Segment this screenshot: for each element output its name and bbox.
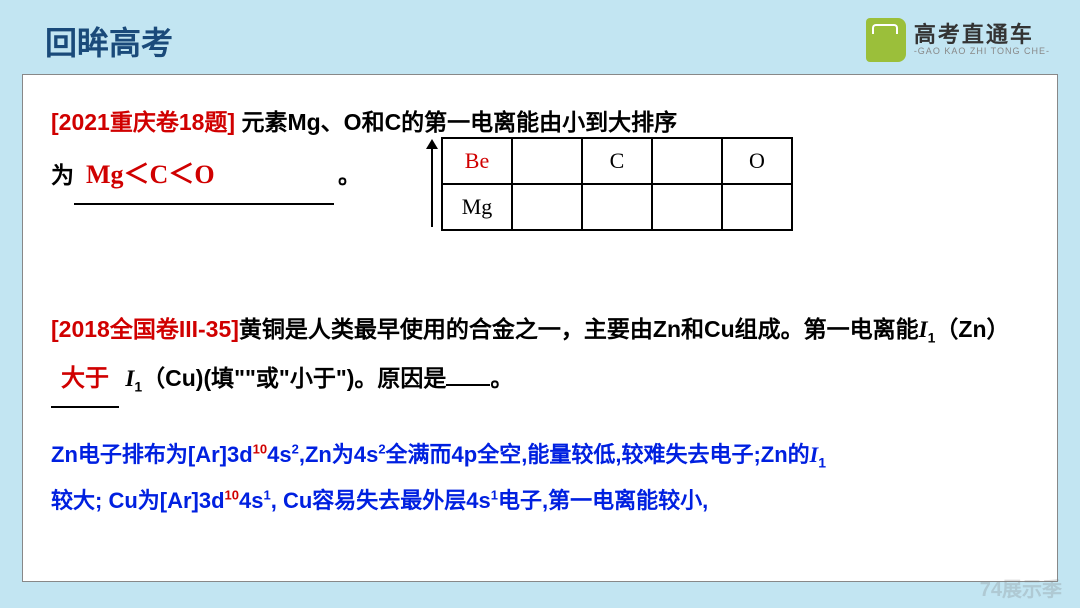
logo-en-text: -GAO KAO ZHI TONG CHE- <box>914 47 1050 57</box>
q2-answer-blank: 大于 <box>51 354 119 407</box>
logo-cn-text: 高考直通车 <box>914 23 1050 47</box>
q1-suffix: 。 <box>338 152 361 198</box>
t: 较大; Cu为[Ar]3d <box>51 488 225 513</box>
book-icon <box>866 18 906 62</box>
cell-c: C <box>582 138 652 184</box>
q2-cu: （Cu)(填""或"小于")。原因是 <box>142 365 446 391</box>
q2-zn: （Zn） <box>935 316 1009 342</box>
table-row: Mg <box>442 184 792 230</box>
t: 1 <box>264 488 271 503</box>
q2-tag: [2018全国卷III-35] <box>51 316 239 342</box>
t: 2 <box>292 441 299 456</box>
q1-text: 元素Mg、O和C的第一电离能由小到大排序 <box>235 109 677 135</box>
cell <box>582 184 652 230</box>
t: I <box>810 442 819 467</box>
q2-tail: 。 <box>490 365 513 391</box>
cell <box>722 184 792 230</box>
cell <box>512 184 582 230</box>
q2-reason-blank <box>446 384 490 386</box>
t: 1 <box>491 488 498 503</box>
answer-line2: 较大; Cu为[Ar]3d104s1, Cu容易失去最外层4s1电子,第一电离能… <box>51 478 1029 524</box>
watermark: 74展示季 <box>980 573 1062 602</box>
q2-block: [2018全国卷III-35]黄铜是人类最早使用的合金之一，主要由Zn和Cu组成… <box>51 305 1029 408</box>
t: 4s <box>239 488 263 513</box>
t: 电子,第一电离能较小, <box>498 488 708 513</box>
content-panel: [2021重庆卷18题] 元素Mg、O和C的第一电离能由小到大排序 为 Mg＜C… <box>22 74 1058 582</box>
t: Zn电子排布为[Ar]3d <box>51 442 253 467</box>
cell <box>652 184 722 230</box>
cell-mg: Mg <box>442 184 512 230</box>
answer-block: Zn电子排布为[Ar]3d104s2,Zn为4s2全满而4p全空,能量较低,较难… <box>51 432 1029 524</box>
t: 10 <box>253 441 267 456</box>
cell-be: Be <box>442 138 512 184</box>
cell <box>512 138 582 184</box>
brand-logo: 高考直通车 -GAO KAO ZHI TONG CHE- <box>866 18 1050 62</box>
q2-i2: I <box>125 366 134 391</box>
up-arrow-icon <box>423 137 441 231</box>
cell-o: O <box>722 138 792 184</box>
q1-tag: [2021重庆卷18题] <box>51 109 235 135</box>
table-row: Be C O <box>442 138 792 184</box>
t: 10 <box>225 488 239 503</box>
t: 全满而4p全空,能量较低,较难失去电子;Zn的 <box>386 442 810 467</box>
periodic-snippet: Be C O Mg <box>423 137 793 231</box>
page-title: 回眸高考 <box>45 18 173 64</box>
cell <box>652 138 722 184</box>
q2-sub2: 1 <box>134 379 142 395</box>
q2-i1: I <box>919 317 928 342</box>
q2-seg1: 黄铜是人类最早使用的合金之一，主要由Zn和Cu组成。第一电离能 <box>239 316 919 342</box>
t: 1 <box>818 454 826 470</box>
q1-answer-blank: Mg＜C＜O <box>74 149 334 205</box>
q1-prefix: 为 <box>51 152 74 198</box>
t: 4s <box>267 442 291 467</box>
t: ,Zn为4s <box>299 442 378 467</box>
element-table: Be C O Mg <box>441 137 793 231</box>
answer-line1: Zn电子排布为[Ar]3d104s2,Zn为4s2全满而4p全空,能量较低,较难… <box>51 432 1029 478</box>
t: 2 <box>378 441 385 456</box>
t: , Cu容易失去最外层4s <box>271 488 491 513</box>
